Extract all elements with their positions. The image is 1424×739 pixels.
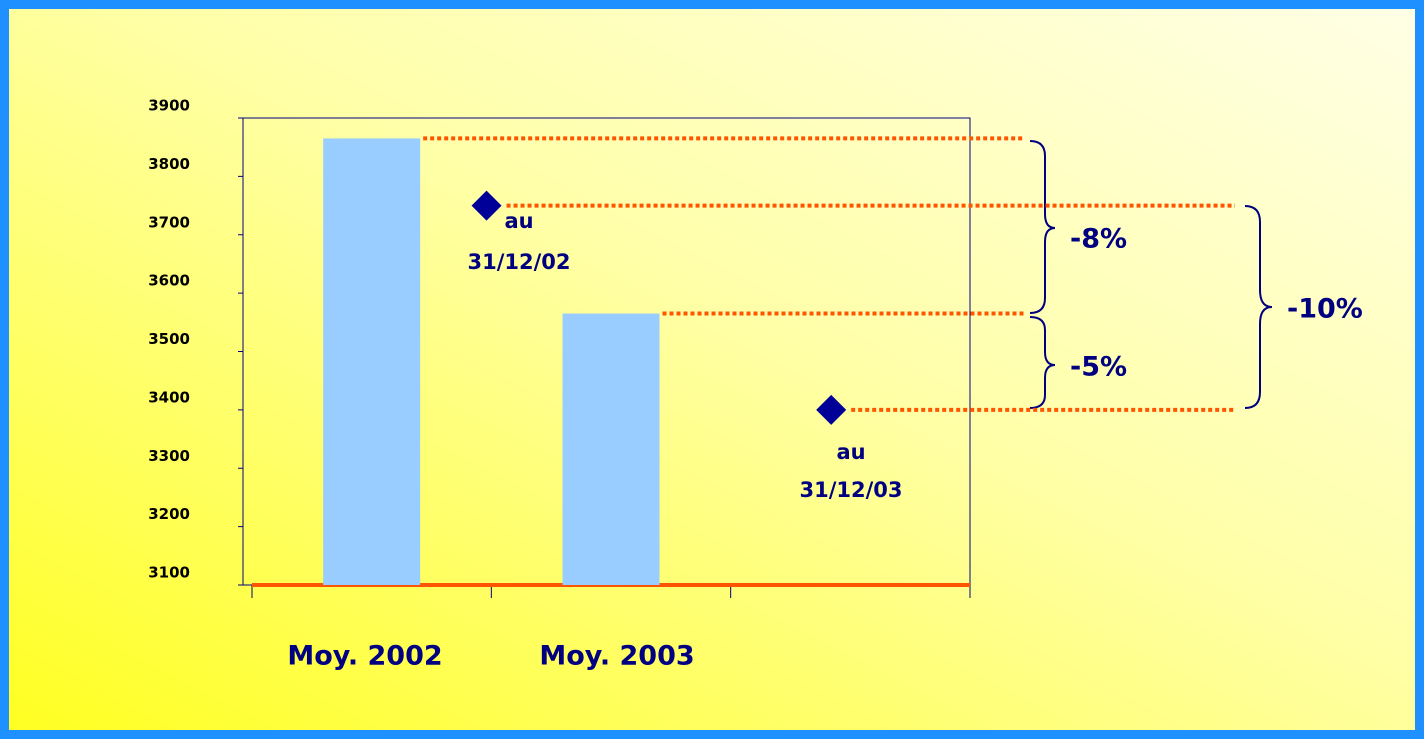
y-tick-label: 3500 [148,330,190,348]
change-annotation: -10% [1287,294,1363,325]
background [9,9,1415,730]
point-label: au [504,209,533,233]
y-tick-label: 3300 [148,447,190,465]
y-tick-label: 3400 [148,388,190,406]
y-tick-label: 3100 [148,564,190,582]
y-tick-label: 3200 [148,505,190,523]
y-tick-label: 3900 [148,97,190,115]
bar [323,138,421,585]
x-tick-label: Moy. 2002 [287,641,442,672]
change-annotation: -5% [1070,352,1127,383]
bar [562,313,660,585]
y-tick-label: 3800 [148,155,190,173]
x-tick-label: Moy. 2003 [539,641,694,672]
y-tick-label: 3600 [148,272,190,290]
point-label: 31/12/03 [799,478,902,502]
diamond-marker [471,190,502,221]
diamond-marker [816,394,847,425]
change-annotation: -8% [1070,224,1127,255]
point-label: au [836,440,865,464]
braces [1029,140,1273,409]
point-label: 31/12/02 [467,250,570,274]
y-tick-label: 3700 [148,213,190,231]
